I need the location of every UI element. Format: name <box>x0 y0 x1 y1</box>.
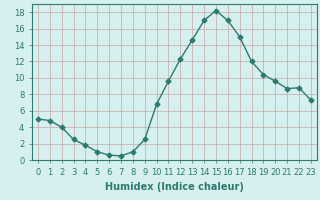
X-axis label: Humidex (Indice chaleur): Humidex (Indice chaleur) <box>105 182 244 192</box>
